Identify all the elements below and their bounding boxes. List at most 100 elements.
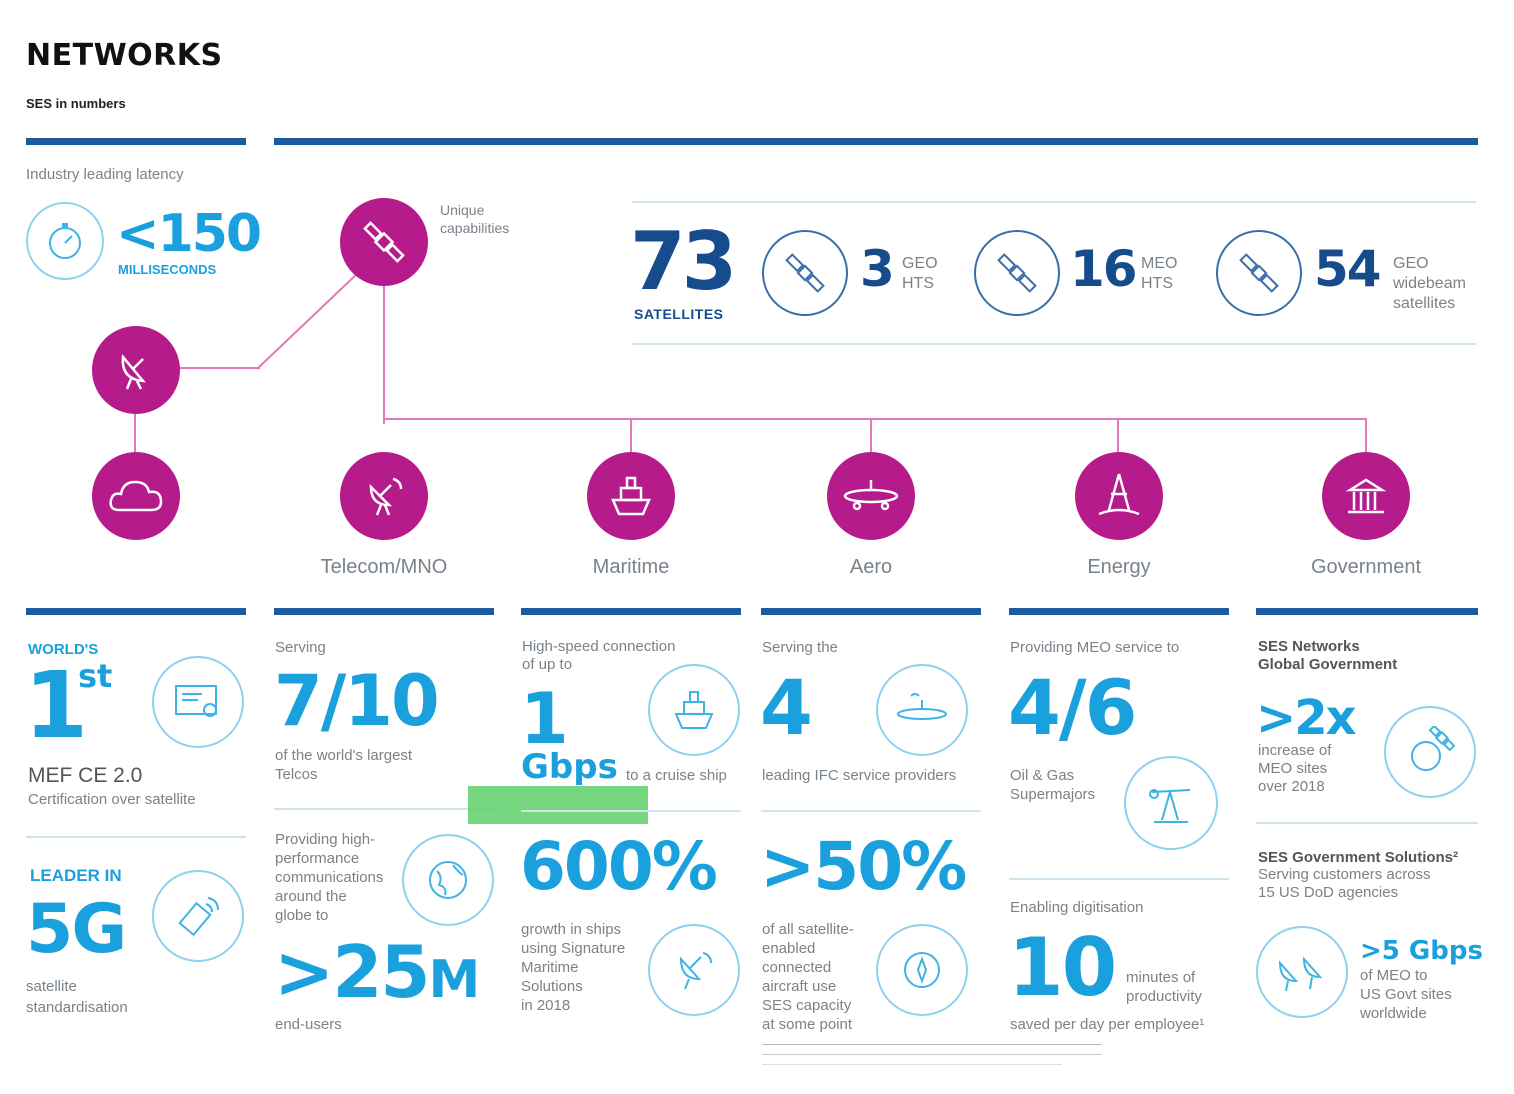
divider-line [632, 343, 1476, 345]
col2-caption: Serving [275, 639, 326, 656]
col2-value-number: >25 [274, 930, 431, 1014]
satellites-total: 73 [630, 215, 737, 308]
satellite-icon [1216, 230, 1302, 316]
connector-line [256, 271, 360, 370]
sat-group-value: 54 [1314, 240, 1382, 298]
divider-bar [26, 138, 246, 145]
page-subtitle: SES in numbers [26, 96, 126, 111]
satellite-icon [762, 230, 848, 316]
certificate-icon [152, 656, 244, 748]
divider-line [761, 810, 981, 812]
col4-text: leading IFC service providers [762, 767, 957, 784]
divider-line [1256, 822, 1478, 824]
government-building-icon [1322, 452, 1410, 540]
stopwatch-icon [26, 202, 104, 280]
col4-text: of all satellite- enabled connected airc… [762, 921, 854, 1033]
sat-group-value: 3 [860, 240, 895, 298]
col3-unit: Gbps [521, 747, 618, 787]
col6-heading: SES Government Solutions² [1258, 849, 1459, 866]
globe-satellite-icon [1384, 706, 1476, 798]
col4-caption: Serving the [762, 639, 838, 656]
col2-value: 7/10 [274, 660, 440, 742]
footnote-line [762, 1064, 1062, 1065]
latency-caption: Industry leading latency [26, 166, 184, 183]
col1-text: satellite standardisation [26, 978, 128, 1016]
col1-superscript: st [78, 657, 113, 695]
telecom-antenna-icon [340, 452, 428, 540]
ship-icon [648, 664, 740, 756]
divider-bar [761, 608, 981, 615]
col6-text: of MEO to US Govt sites worldwide [1360, 967, 1452, 1022]
ship-icon [587, 452, 675, 540]
footnote-line [762, 1044, 1102, 1045]
satellite-dish-icon [92, 326, 180, 414]
col2-text: end-users [275, 1016, 342, 1033]
divider-bar [274, 608, 494, 615]
phone-5g-icon [152, 870, 244, 962]
col1-label: WORLD'S [28, 641, 99, 658]
satellite-icon [974, 230, 1060, 316]
divider-bar [26, 608, 246, 615]
connector-line [383, 418, 1367, 420]
sector-label-telecom: Telecom/MNO [320, 556, 448, 578]
divider-bar [521, 608, 741, 615]
oil-rig-icon [1075, 452, 1163, 540]
col2-value: >25M [274, 936, 481, 1010]
col6-text: increase of MEO sites over 2018 [1258, 742, 1332, 795]
col5-value: 4/6 [1008, 663, 1138, 752]
col3-caption: High-speed connection of up to [522, 638, 676, 673]
sector-label-maritime: Maritime [592, 556, 670, 578]
col2-text: Providing high- performance communicatio… [275, 831, 384, 924]
col5-text: minutes of productivity [1126, 969, 1202, 1005]
col1-label: LEADER IN [30, 866, 122, 885]
connector-line [383, 284, 385, 424]
sector-label-government: Government [1310, 556, 1422, 578]
col5-caption: Enabling digitisation [1010, 899, 1144, 916]
col6-text: Serving customers across 15 US DoD agenc… [1258, 866, 1431, 901]
col3-value: 600% [520, 828, 718, 905]
plane-icon [827, 452, 915, 540]
col2-value-suffix: M [428, 950, 481, 1010]
divider-bar [1009, 608, 1229, 615]
sector-label-aero: Aero [849, 556, 893, 578]
sector-label-energy: Energy [1087, 556, 1151, 578]
sat-group-label: GEO HTS [902, 255, 938, 292]
divider-line [274, 808, 494, 810]
col3-text: growth in ships using Signature Maritime… [521, 921, 626, 1014]
col3-text: to a cruise ship [626, 767, 727, 784]
compass-icon [876, 924, 968, 1016]
connector-line [178, 367, 260, 369]
divider-line [26, 836, 246, 838]
sat-group-label: MEO HTS [1141, 255, 1178, 292]
divider-line [1009, 878, 1229, 880]
satellite-dish-icon [648, 924, 740, 1016]
col1-text: MEF CE 2.0 [28, 764, 143, 787]
page-title: NETWORKS [26, 38, 223, 73]
connector-line [630, 418, 632, 454]
divider-bar [1256, 608, 1478, 615]
col6-heading: SES Networks Global Government [1258, 638, 1398, 673]
col5-text: saved per day per employee¹ [1010, 1016, 1205, 1033]
satellite-icon [340, 198, 428, 286]
footnote-line [762, 1054, 1102, 1055]
col4-value: 4 [760, 663, 813, 752]
satellite-dishes-icon [1256, 926, 1348, 1018]
col1-text: Certification over satellite [28, 791, 196, 808]
globe-icon [402, 834, 494, 926]
sat-group-label: GEO widebeam satellites [1393, 255, 1466, 312]
connector-line [1365, 418, 1367, 454]
latency-unit: MILLISECONDS [118, 262, 217, 277]
col2-text: of the world's largest Telcos [275, 747, 413, 783]
col4-value: >50% [760, 828, 967, 905]
latency-value: <150 [116, 204, 262, 264]
divider-line [521, 810, 741, 812]
highlight-mark [468, 786, 648, 824]
satellites-total-label: SATELLITES [634, 306, 724, 322]
divider-line [632, 201, 1476, 203]
divider-bar [274, 138, 1478, 145]
col5-caption: Providing MEO service to [1010, 639, 1180, 656]
sat-group-value: 16 [1070, 240, 1138, 298]
col5-text: Oil & Gas Supermajors [1010, 767, 1096, 803]
col3-value: 1 [520, 678, 569, 760]
col6-value: >2x [1256, 690, 1357, 746]
